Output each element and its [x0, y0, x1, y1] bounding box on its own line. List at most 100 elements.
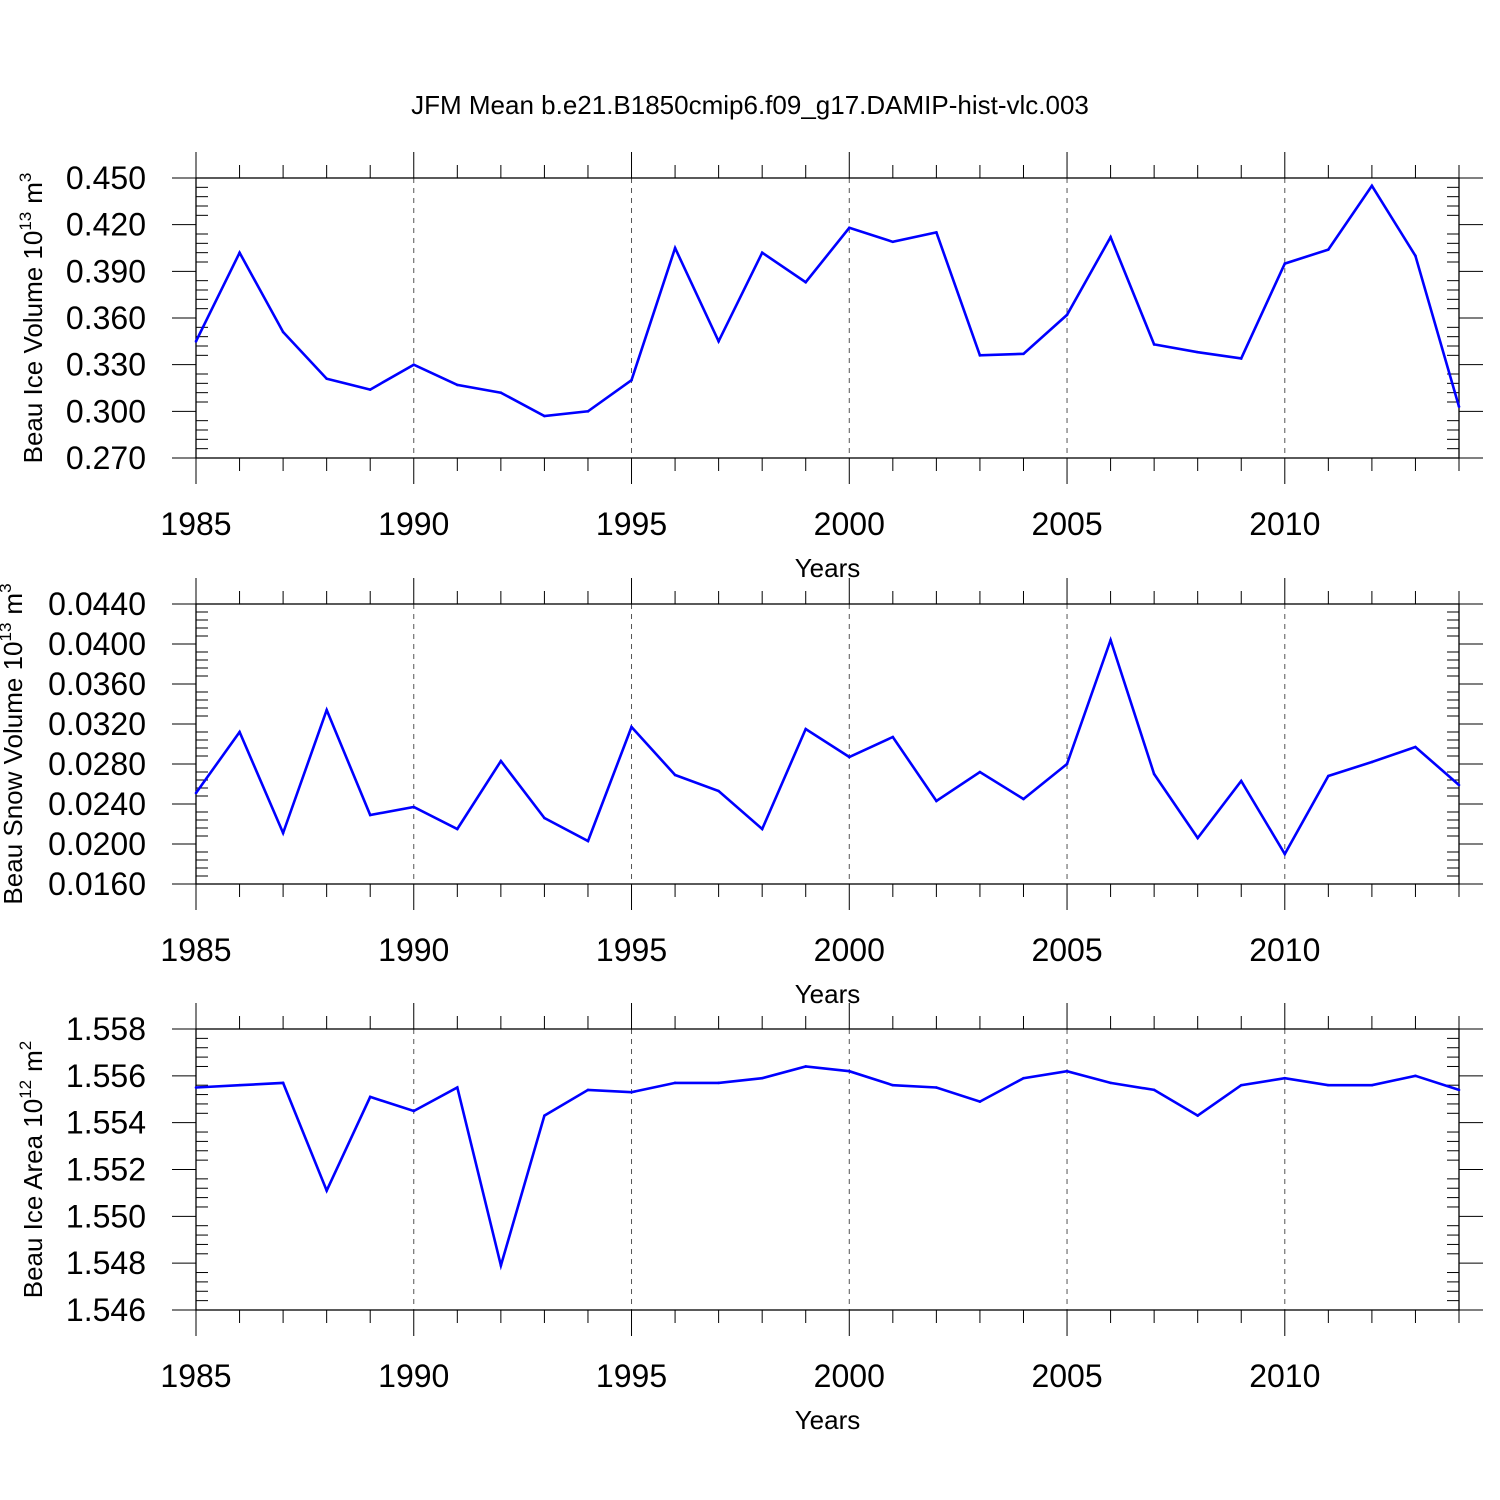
y-tick-label: 1.548 — [66, 1245, 146, 1281]
data-point — [1457, 1088, 1461, 1092]
y-axis-label-text: Beau Snow Volume 10 — [0, 641, 28, 904]
data-point — [1414, 254, 1417, 258]
y-tick-label: 0.0320 — [48, 706, 146, 742]
x-tick-label: 1990 — [378, 932, 449, 968]
data-point — [1152, 343, 1156, 346]
y-axis-label-unit: m — [0, 593, 28, 615]
x-tick-label: 1985 — [160, 506, 231, 542]
data-point — [325, 708, 328, 712]
y-tick-label: 1.558 — [66, 1011, 146, 1047]
data-point — [1196, 836, 1199, 840]
x-tick-label: 1995 — [596, 506, 667, 542]
x-tick-label: 1995 — [596, 1358, 667, 1394]
data-point — [673, 246, 677, 250]
y-tick-label: 0.330 — [66, 347, 146, 383]
data-point — [1152, 1088, 1156, 1092]
data-point — [412, 805, 416, 809]
data-point — [586, 839, 590, 843]
data-point — [456, 827, 459, 831]
data-point — [935, 231, 938, 234]
data-point — [1196, 1114, 1199, 1117]
y-axis-label-unit: m — [18, 1050, 48, 1072]
panel-ice-volume: 1985 1990 1995 2000 2005 2010 Years 0.270 0.300 0… — [16, 152, 1483, 583]
data-point — [238, 1083, 241, 1087]
data-point — [804, 280, 808, 284]
y-tick-label: 1.554 — [66, 1105, 146, 1141]
data-point — [281, 1081, 285, 1085]
data-point — [630, 1090, 633, 1094]
data-point — [499, 391, 503, 394]
panel-snow-volume: 1985 1990 1995 2000 2005 2010 Years 0.0160 0.020… — [0, 578, 1483, 1009]
y-tick-label: 0.360 — [66, 300, 146, 336]
data-point — [891, 240, 895, 244]
data-point — [194, 340, 198, 343]
x-tick-label: 2000 — [814, 506, 885, 542]
data-point — [804, 727, 808, 731]
data-point — [1370, 184, 1374, 188]
data-point — [978, 1100, 982, 1103]
data-point — [586, 1088, 590, 1092]
y-tick-label: 0.0200 — [48, 826, 146, 862]
data-point — [1065, 762, 1069, 766]
data-point — [499, 759, 503, 763]
data-point — [717, 340, 720, 343]
series-line-ice-area — [195, 1065, 1460, 1271]
x-tick-label: 2010 — [1249, 932, 1320, 968]
y-tick-label: 0.270 — [66, 440, 146, 476]
data-point — [368, 1095, 372, 1099]
data-point — [891, 1083, 895, 1087]
data-point — [760, 827, 764, 831]
y-axis-label-unit-exponent: 3 — [16, 173, 35, 182]
x-axis-label: Years — [795, 553, 861, 583]
y-axis-label-unit: m — [18, 182, 48, 204]
y-tick-label: 0.420 — [66, 207, 146, 243]
data-point — [368, 388, 372, 391]
data-point — [1065, 1069, 1069, 1073]
x-tick-label: 1985 — [160, 932, 231, 968]
figure-title: JFM Mean b.e21.B1850cmip6.f09_g17.DAMIP-… — [411, 90, 1089, 120]
x-tick-label: 2005 — [1031, 506, 1102, 542]
data-point — [760, 1076, 764, 1080]
data-point — [1283, 852, 1287, 856]
y-tick-label: 1.550 — [66, 1198, 146, 1234]
data-point — [368, 813, 372, 817]
data-point — [673, 773, 677, 777]
data-point — [325, 1189, 328, 1192]
data-point — [456, 383, 459, 387]
y-axis-label: Beau Ice Volume 1013 m3 — [16, 173, 48, 464]
y-axis-label: Beau Ice Area 1012 m2 — [16, 1041, 48, 1299]
x-tick-label: 2005 — [1031, 932, 1102, 968]
data-point — [630, 378, 633, 382]
y-tick-label: 1.546 — [66, 1292, 146, 1328]
data-point — [1065, 313, 1069, 317]
data-point — [847, 1069, 851, 1073]
y-axis-label-exponent: 12 — [16, 1080, 35, 1099]
x-tick-label: 2000 — [814, 932, 885, 968]
data-point — [412, 1109, 416, 1113]
data-point — [1457, 405, 1461, 408]
x-tick-label: 1990 — [378, 1358, 449, 1394]
data-point — [1022, 1076, 1025, 1080]
plot-frame — [195, 603, 1460, 885]
data-point — [194, 791, 198, 795]
data-point — [1414, 1074, 1417, 1078]
x-tick-label: 2010 — [1249, 506, 1320, 542]
data-point — [847, 755, 851, 759]
data-point — [804, 1065, 808, 1068]
data-point — [760, 251, 764, 254]
x-axis-label: Years — [795, 979, 861, 1009]
data-point — [543, 816, 546, 820]
y-tick-label: 0.450 — [66, 160, 146, 196]
data-point — [978, 354, 982, 357]
data-point — [1283, 1076, 1287, 1080]
y-tick-label: 0.0400 — [48, 626, 146, 662]
y-tick-label: 1.552 — [66, 1152, 146, 1188]
x-tick-label: 2005 — [1031, 1358, 1102, 1394]
data-point — [673, 1081, 677, 1085]
data-point — [1152, 772, 1156, 776]
data-point — [1457, 783, 1461, 787]
data-point — [717, 1081, 720, 1085]
x-tick-label: 1995 — [596, 932, 667, 968]
panels: 1985 1990 1995 2000 2005 2010 Years 0.270 0.300 0… — [0, 152, 1483, 1435]
